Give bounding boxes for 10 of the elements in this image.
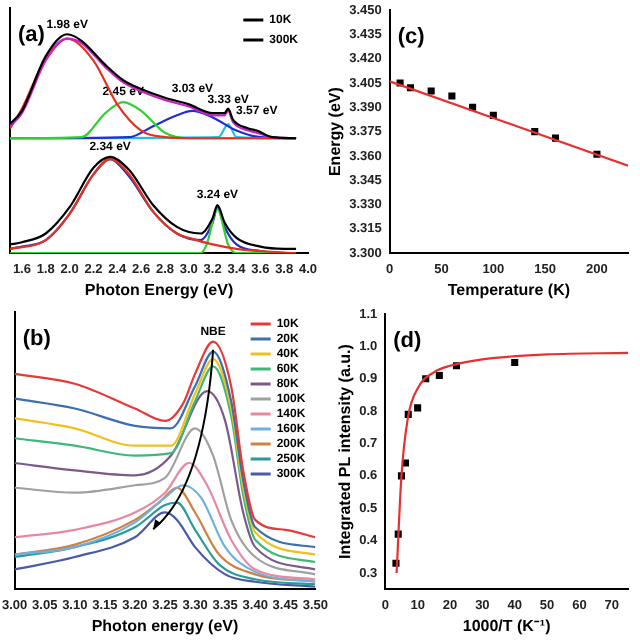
annotation: (c) [397,25,426,50]
y-axis-title: Integrated PL intensity (a.u.) [336,343,355,560]
annotation: (a) [18,23,46,48]
x-axis-title: Photon Energy (eV) [84,280,234,299]
x-axis-title: Photon energy (eV) [91,616,240,635]
annotation: (b) [22,327,52,352]
x-axis-title: 1000/T (K⁻¹) [462,616,552,635]
x-axis-title: Temperature (K) [447,280,571,299]
y-axis-title: Energy (eV) [326,86,345,177]
annotation: (d) [393,329,423,354]
